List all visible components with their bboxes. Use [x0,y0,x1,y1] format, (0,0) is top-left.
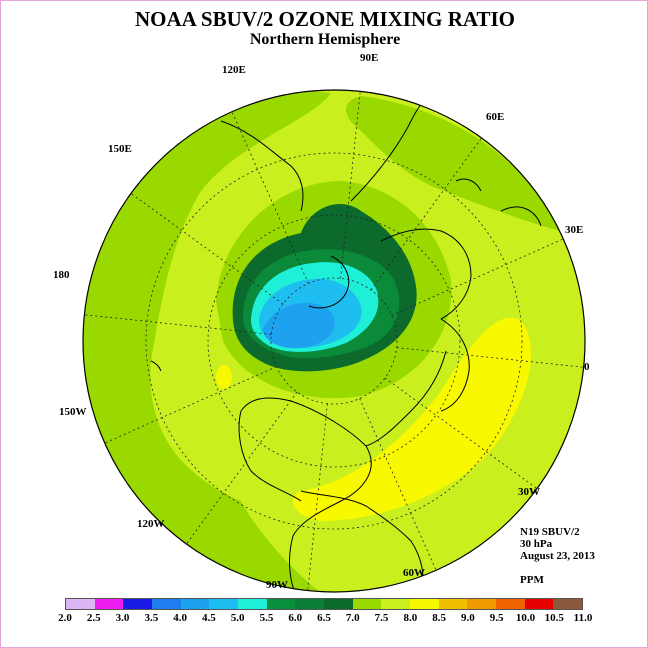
lon-label-150e: 150E [108,143,132,155]
meridian-line [359,398,437,571]
color-scale-tick-label: 3.0 [115,612,130,624]
meridian-line [396,347,584,368]
field-yellow-band [292,317,532,521]
meridian-line [384,377,538,489]
color-scale-tick-label: 6.0 [288,612,303,624]
color-scale-tick-label: 2.5 [86,612,101,624]
color-scale-tick-label: 8.0 [403,612,418,624]
meridian-line [231,111,309,284]
meridian-line [84,314,272,335]
date-label: August 23, 2013 [520,550,595,562]
color-scale-tick-label: 4.0 [173,612,187,624]
color-scale-segment [524,599,554,609]
color-scale-tick-label: 7.0 [345,612,360,624]
color-scale-segment [324,599,353,609]
color-scale-tick-label: 5.0 [230,612,245,624]
field-vortex-core [263,302,335,349]
color-scale-segment [410,599,439,609]
meridian-line [340,91,361,279]
lon-label-60w: 60W [403,567,425,579]
color-scale-tick-label: 6.5 [317,612,331,624]
color-scale-segment [438,599,468,609]
lon-label-30e: 30E [565,224,584,236]
color-scale-segment [553,599,583,609]
color-scale-segment [66,599,95,609]
instrument-label: N19 SBUV/2 [520,526,580,538]
color-scale-tick-label: 9.0 [461,612,475,624]
meridian-line [186,391,298,545]
color-scale-tick-label: 10.0 [515,612,536,624]
color-scale-segment [209,599,239,609]
color-scale-tick-label: 10.5 [544,612,564,624]
units-label: PPM [520,574,544,586]
meridian-line [370,137,482,291]
color-scale-tick-label: 9.5 [489,612,504,624]
lon-label-90e: 90E [360,52,379,64]
color-scale-segment [238,599,267,609]
field-yellow-spot [216,365,232,389]
meridian-lines [84,91,584,591]
field-green-upper-right [346,96,561,231]
lon-label-90w: 90W [266,579,288,591]
coastlines [150,90,542,592]
latitude-circles [145,152,523,530]
lon-label-0: 0 [584,361,590,373]
pressure-level-label: 30 hPa [520,538,553,550]
page-title: NOAA SBUV/2 OZONE MIXING RATIO [135,7,515,31]
lon-label-180: 180 [53,269,70,281]
color-scale-segment [496,599,525,609]
meridian-line [104,366,277,444]
color-scale-segment [467,599,497,609]
color-scale-segment [152,599,181,609]
color-scale-segment [94,599,124,609]
lon-label-120e: 120E [222,64,246,76]
lon-label-30w: 30W [518,486,540,498]
lon-label-120w: 120W [137,518,165,530]
color-scale-tick-label: 7.5 [374,612,389,624]
color-scale-tick-label: 4.5 [202,612,216,624]
color-scale-segment [352,599,382,609]
page-subtitle: Northern Hemisphere [249,31,401,48]
color-scale-bar [65,598,583,610]
color-scale-segment [180,599,210,609]
meridian-line [391,238,564,316]
map-border [82,89,586,593]
field-green-lower-left [111,461,321,592]
lon-label-150w: 150W [59,406,87,418]
color-scale-tick-label: 3.5 [144,612,159,624]
color-scale-tick-label: 5.5 [259,612,274,624]
meridian-line [307,403,328,591]
color-scale-tick-label: 8.5 [432,612,446,624]
color-scale-segment [295,599,325,609]
color-scale-segment [123,599,153,609]
lon-label-60e: 60E [486,111,505,123]
color-scale-tick-label: 2.0 [58,612,72,624]
field-green-outer-left [83,90,331,509]
color-scale-tick-label: 11.0 [573,612,593,624]
meridian-line [130,193,284,305]
color-scale-segment [266,599,296,609]
color-scale-segment [381,599,411,609]
